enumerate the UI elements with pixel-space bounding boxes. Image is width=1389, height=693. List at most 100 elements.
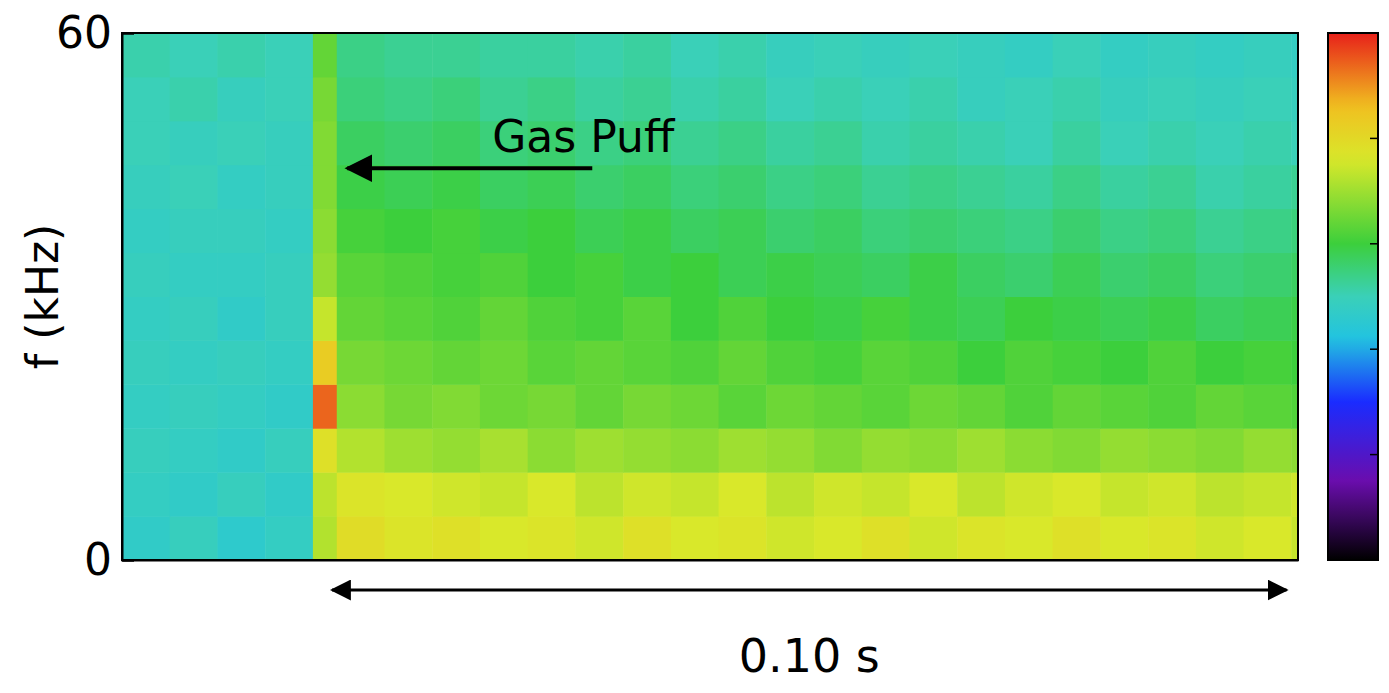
cell — [1148, 165, 1196, 209]
cell — [957, 209, 1005, 253]
cell — [265, 472, 313, 516]
cell — [957, 472, 1005, 516]
cell — [1148, 297, 1196, 341]
cell — [910, 165, 958, 209]
cell — [337, 33, 385, 77]
cell — [217, 77, 265, 121]
cell — [170, 472, 218, 516]
cell — [766, 77, 814, 121]
cell — [528, 253, 576, 297]
cell — [623, 209, 671, 253]
cell — [1100, 428, 1148, 472]
cell — [910, 253, 958, 297]
cell — [432, 33, 480, 77]
annotation-arrow — [347, 166, 592, 170]
cell — [385, 33, 433, 77]
cell — [671, 165, 719, 209]
cell — [766, 428, 814, 472]
cell — [1053, 121, 1101, 165]
cell — [217, 516, 265, 560]
cell — [910, 340, 958, 384]
cell — [1053, 516, 1101, 560]
cell — [671, 472, 719, 516]
cell — [862, 253, 910, 297]
cell — [671, 384, 719, 428]
cell — [575, 516, 623, 560]
cell — [1053, 165, 1101, 209]
cell — [313, 384, 337, 428]
cell — [575, 472, 623, 516]
cell — [719, 340, 767, 384]
cell — [1100, 253, 1148, 297]
cell — [122, 340, 170, 384]
cell — [1196, 121, 1244, 165]
cell — [432, 472, 480, 516]
cell — [528, 33, 576, 77]
cell — [671, 77, 719, 121]
cell — [1100, 516, 1148, 560]
cell — [313, 121, 337, 165]
cell — [337, 121, 385, 165]
cell — [170, 77, 218, 121]
cell — [862, 209, 910, 253]
cell — [1291, 121, 1298, 165]
cell — [814, 516, 862, 560]
cell — [766, 209, 814, 253]
cell — [575, 253, 623, 297]
cell — [575, 209, 623, 253]
cell — [1053, 428, 1101, 472]
cell — [385, 77, 433, 121]
cell — [957, 428, 1005, 472]
cell — [910, 472, 958, 516]
colorbar — [1328, 33, 1378, 560]
cell — [1244, 209, 1292, 253]
cell — [1196, 428, 1244, 472]
cell — [217, 209, 265, 253]
cell — [480, 165, 528, 209]
cell — [385, 253, 433, 297]
cell — [122, 472, 170, 516]
cell — [217, 428, 265, 472]
cell — [671, 297, 719, 341]
cell — [432, 121, 480, 165]
cell — [814, 121, 862, 165]
cell — [1005, 209, 1053, 253]
cell — [170, 384, 218, 428]
cell — [122, 253, 170, 297]
cell — [719, 209, 767, 253]
cell — [265, 384, 313, 428]
cell — [766, 33, 814, 77]
cell — [385, 384, 433, 428]
cell — [265, 516, 313, 560]
cell — [1196, 33, 1244, 77]
cell — [910, 516, 958, 560]
cell — [170, 121, 218, 165]
cell — [1053, 384, 1101, 428]
cell — [957, 516, 1005, 560]
cell — [337, 253, 385, 297]
cell — [385, 472, 433, 516]
cell — [122, 516, 170, 560]
cell — [480, 428, 528, 472]
cell — [1196, 516, 1244, 560]
cell — [313, 472, 337, 516]
cell — [623, 33, 671, 77]
x-axis — [123, 560, 1299, 561]
cell — [432, 384, 480, 428]
cell — [1196, 384, 1244, 428]
cell — [1196, 472, 1244, 516]
plot-frame — [122, 33, 1298, 560]
cell — [862, 472, 910, 516]
cell — [1148, 121, 1196, 165]
cell — [1244, 516, 1292, 560]
cell — [1100, 472, 1148, 516]
cell — [1291, 340, 1298, 384]
cell — [313, 165, 337, 209]
cell — [623, 428, 671, 472]
cell — [1053, 209, 1101, 253]
cell — [1196, 297, 1244, 341]
cell — [1005, 121, 1053, 165]
cell — [766, 121, 814, 165]
chart: 060f (kHz)Gas Puff0.10 s — [0, 0, 1389, 693]
cell — [337, 209, 385, 253]
